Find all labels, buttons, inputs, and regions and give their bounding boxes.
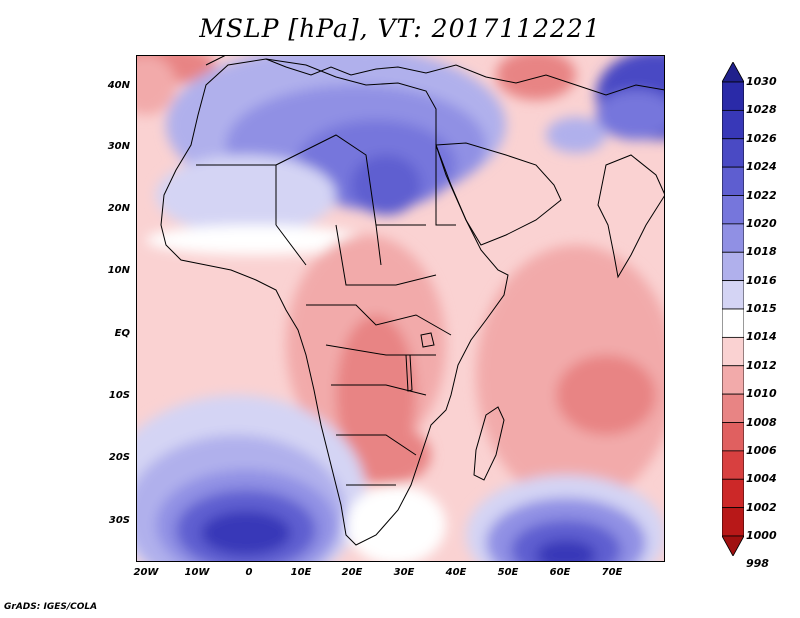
lon-label: 40E [445,567,467,578]
lon-label: 70E [601,567,623,578]
colorbar-level-label: 998 [746,557,769,571]
colorbar-level-label: 1026 [746,131,777,145]
lat-label: 30S [108,515,130,526]
colorbar-level-label: 1024 [746,160,777,174]
lon-label: 10W [184,567,210,578]
colorbar-segment [722,365,744,395]
lat-label: 20N [107,203,130,214]
pressure-map [136,55,665,562]
pressure-region [341,425,431,485]
country-borders [196,134,456,486]
colorbar-level-label: 1006 [746,443,777,457]
colorbar-level-label: 1022 [746,188,777,202]
colorbar-level-label: 1018 [746,245,777,259]
colorbar [722,62,744,556]
colorbar-level-label: 1010 [746,387,777,401]
colorbar-level-label: 1014 [746,330,777,344]
colorbar-segment [722,81,744,111]
colorbar-segment [722,138,744,168]
lon-label: 0 [245,567,253,578]
credit-text: GrADS: IGES/COLA [4,602,98,612]
pressure-region [201,511,291,555]
pressure-region [156,155,336,235]
colorbar-level-label: 1015 [746,302,777,315]
colorbar-segment [722,223,744,253]
india-coastline [597,154,665,279]
lat-label: 20S [108,452,130,463]
colorbar-level-label: 1008 [746,415,777,429]
lake-victoria [420,332,435,348]
colorbar-level-label: 1012 [746,358,777,372]
pressure-region [346,485,446,562]
colorbar-level-label: 1028 [746,103,777,117]
colorbar-segment [722,507,744,537]
lon-label: 20W [133,567,159,578]
colorbar-level-label: 1004 [746,472,777,486]
madagascar [473,406,505,481]
pressure-region [136,55,176,115]
colorbar-segment [722,393,744,423]
lake-tanganyika [405,354,413,392]
pressure-region [596,90,665,140]
colorbar-level-label: 1016 [746,273,777,287]
colorbar-top-arrow [722,62,744,83]
pressure-region [146,225,366,255]
colorbar-level-label: 1000 [746,529,777,542]
lon-label: 60E [549,567,571,578]
colorbar-segment [722,478,744,509]
europe-coastline [205,55,665,96]
coastlines-borders [160,55,665,546]
africa-coastline [160,58,509,546]
colorbar-segment [722,308,744,338]
colorbar-level-label: 1030 [746,75,777,88]
arabia-coastline [435,142,562,246]
pressure-region [556,355,656,435]
colorbar-level-label: 1020 [746,216,777,230]
colorbar-bottom-arrow [722,535,744,556]
colorbar-segment [722,422,744,452]
lon-label: 20E [341,567,363,578]
lat-label: EQ [114,328,130,339]
lat-label: 10N [107,265,130,276]
colorbar-segment [722,109,744,140]
chart-title: MSLP [hPa], VT: 2017112221 [199,14,601,43]
colorbar-segment [722,166,744,196]
lat-label: 30N [107,141,130,152]
colorbar-segment [722,280,744,310]
pressure-region [351,155,421,215]
colorbar-segment [722,450,744,480]
lat-label: 10S [108,390,130,401]
pressure-region [536,540,596,562]
lon-label: 10E [290,567,312,578]
pressure-field [136,55,665,562]
lon-label: 30E [393,567,415,578]
colorbar-segment [722,336,744,367]
lat-label: 40N [107,80,130,91]
pressure-region [546,117,606,153]
lon-label: 50E [497,567,519,578]
colorbar-segment [722,195,744,225]
colorbar-level-label: 1002 [746,500,777,514]
colorbar-segment [722,251,744,282]
